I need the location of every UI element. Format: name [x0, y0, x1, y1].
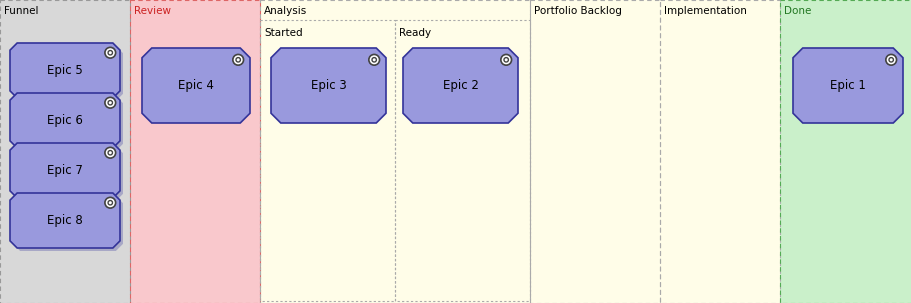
Text: Analysis: Analysis [263, 6, 307, 16]
Bar [130, 0, 260, 303]
Bar [660, 0, 779, 303]
Text: Epic 5: Epic 5 [47, 64, 83, 77]
Circle shape [505, 59, 507, 61]
Circle shape [886, 56, 894, 64]
Text: Ready: Ready [398, 28, 431, 38]
Circle shape [107, 199, 114, 207]
Text: Epic 1: Epic 1 [829, 79, 865, 92]
Polygon shape [10, 143, 120, 198]
Circle shape [108, 151, 112, 155]
Bar [529, 0, 660, 303]
Polygon shape [403, 48, 517, 123]
Text: Implementation: Implementation [663, 6, 746, 16]
Bar [779, 0, 911, 303]
Circle shape [107, 49, 114, 57]
Polygon shape [13, 46, 123, 101]
Circle shape [885, 54, 896, 65]
Circle shape [373, 59, 374, 61]
Bar [0, 0, 130, 303]
Text: Started: Started [263, 28, 302, 38]
Circle shape [504, 58, 507, 62]
Bar [260, 20, 394, 301]
Circle shape [372, 58, 376, 62]
Circle shape [234, 56, 241, 64]
Circle shape [105, 197, 116, 208]
Circle shape [889, 59, 891, 61]
Circle shape [105, 147, 116, 158]
Polygon shape [10, 93, 120, 148]
Circle shape [236, 58, 241, 62]
Bar [394, 20, 529, 301]
Text: Review: Review [134, 6, 171, 16]
Circle shape [109, 202, 111, 204]
Text: Epic 2: Epic 2 [442, 79, 478, 92]
Circle shape [109, 52, 111, 54]
Polygon shape [142, 48, 250, 123]
Polygon shape [793, 48, 902, 123]
Circle shape [888, 58, 893, 62]
Circle shape [109, 102, 111, 104]
Circle shape [500, 54, 511, 65]
Text: Epic 8: Epic 8 [47, 214, 83, 227]
Text: Epic 6: Epic 6 [47, 114, 83, 127]
Circle shape [232, 54, 243, 65]
Bar [660, 0, 779, 303]
Circle shape [108, 201, 112, 205]
Polygon shape [13, 196, 123, 251]
Circle shape [502, 56, 509, 64]
Circle shape [107, 149, 114, 157]
Circle shape [105, 47, 116, 58]
Text: Epic 4: Epic 4 [178, 79, 214, 92]
Text: Funnel: Funnel [4, 6, 38, 16]
Circle shape [108, 51, 112, 55]
Bar [0, 0, 130, 303]
Text: Portfolio Backlog: Portfolio Backlog [534, 6, 621, 16]
Text: Done: Done [783, 6, 811, 16]
Polygon shape [10, 193, 120, 248]
Bar [130, 0, 260, 303]
Polygon shape [10, 43, 120, 98]
Circle shape [109, 152, 111, 154]
Circle shape [105, 97, 116, 108]
Bar [260, 0, 529, 303]
Bar [779, 0, 911, 303]
Circle shape [368, 54, 379, 65]
Circle shape [237, 59, 239, 61]
Circle shape [107, 99, 114, 107]
Polygon shape [13, 96, 123, 151]
Polygon shape [13, 146, 123, 201]
Polygon shape [271, 48, 385, 123]
Bar [529, 0, 660, 303]
Text: Epic 7: Epic 7 [47, 164, 83, 177]
Text: Epic 3: Epic 3 [311, 79, 346, 92]
Circle shape [370, 56, 377, 64]
Circle shape [108, 101, 112, 105]
Bar [260, 0, 529, 303]
